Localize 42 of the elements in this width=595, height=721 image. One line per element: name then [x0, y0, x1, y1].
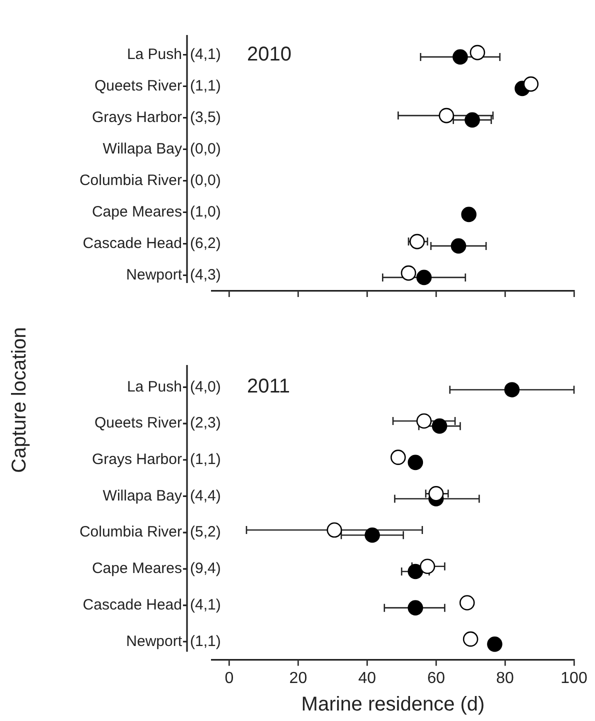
annotation: (5,2) — [190, 524, 221, 541]
annotation: (1,1) — [190, 632, 221, 650]
y-tick-label: Cascade Head — [82, 234, 182, 252]
y-tick-label: Cape Meares — [92, 203, 182, 220]
y-tick-label: Columbia River — [79, 524, 182, 541]
y-tick-label: Queets River — [94, 414, 182, 432]
annotation: (6,2) — [190, 234, 221, 252]
y-tick-label: Cascade Head — [82, 596, 182, 614]
chart-title: 2010 — [247, 43, 292, 66]
annotation: (9,4) — [190, 560, 221, 578]
annotation: (4,0) — [190, 378, 221, 396]
annotation: (4,1) — [190, 596, 221, 614]
x-tick-label: 60 — [427, 670, 446, 687]
y-axis-title: Capture location — [8, 327, 32, 473]
y-tick-label: La Push — [126, 378, 182, 396]
x-tick-label: 100 — [560, 670, 588, 687]
chart-title: 2011 — [247, 376, 290, 398]
annotation: (1,1) — [190, 77, 221, 94]
annotation: (0,0) — [190, 172, 221, 189]
annotation: (4,1) — [190, 46, 221, 63]
y-tick-label: Columbia River — [79, 172, 182, 189]
annotation: (1,1) — [190, 451, 221, 468]
y-tick-label: Newport — [126, 266, 183, 284]
y-tick-label: Willapa Bay — [102, 140, 182, 158]
x-tick-label: 80 — [496, 670, 514, 687]
x-tick-label: 20 — [289, 670, 308, 687]
annotation: (4,3) — [190, 266, 221, 284]
annotation: (1,0) — [190, 203, 221, 220]
annotation: (3,5) — [190, 108, 221, 126]
annotation: (0,0) — [190, 140, 221, 158]
y-tick-label: Grays Harbor — [92, 451, 182, 468]
y-tick-label: Queets River — [94, 77, 182, 94]
annotation: (2,3) — [190, 414, 221, 432]
annotation: (4,4) — [190, 487, 221, 504]
x-tick-label: 40 — [358, 670, 376, 687]
y-tick-label: Cape Meares — [92, 560, 182, 578]
x-tick-label: 0 — [224, 670, 234, 687]
y-tick-label: Grays Harbor — [92, 108, 182, 126]
y-tick-label: Willapa Bay — [102, 487, 182, 504]
y-tick-label: Newport — [126, 632, 183, 650]
x-axis-title: Marine residence (d) — [301, 694, 485, 716]
y-tick-label: La Push — [126, 46, 182, 63]
